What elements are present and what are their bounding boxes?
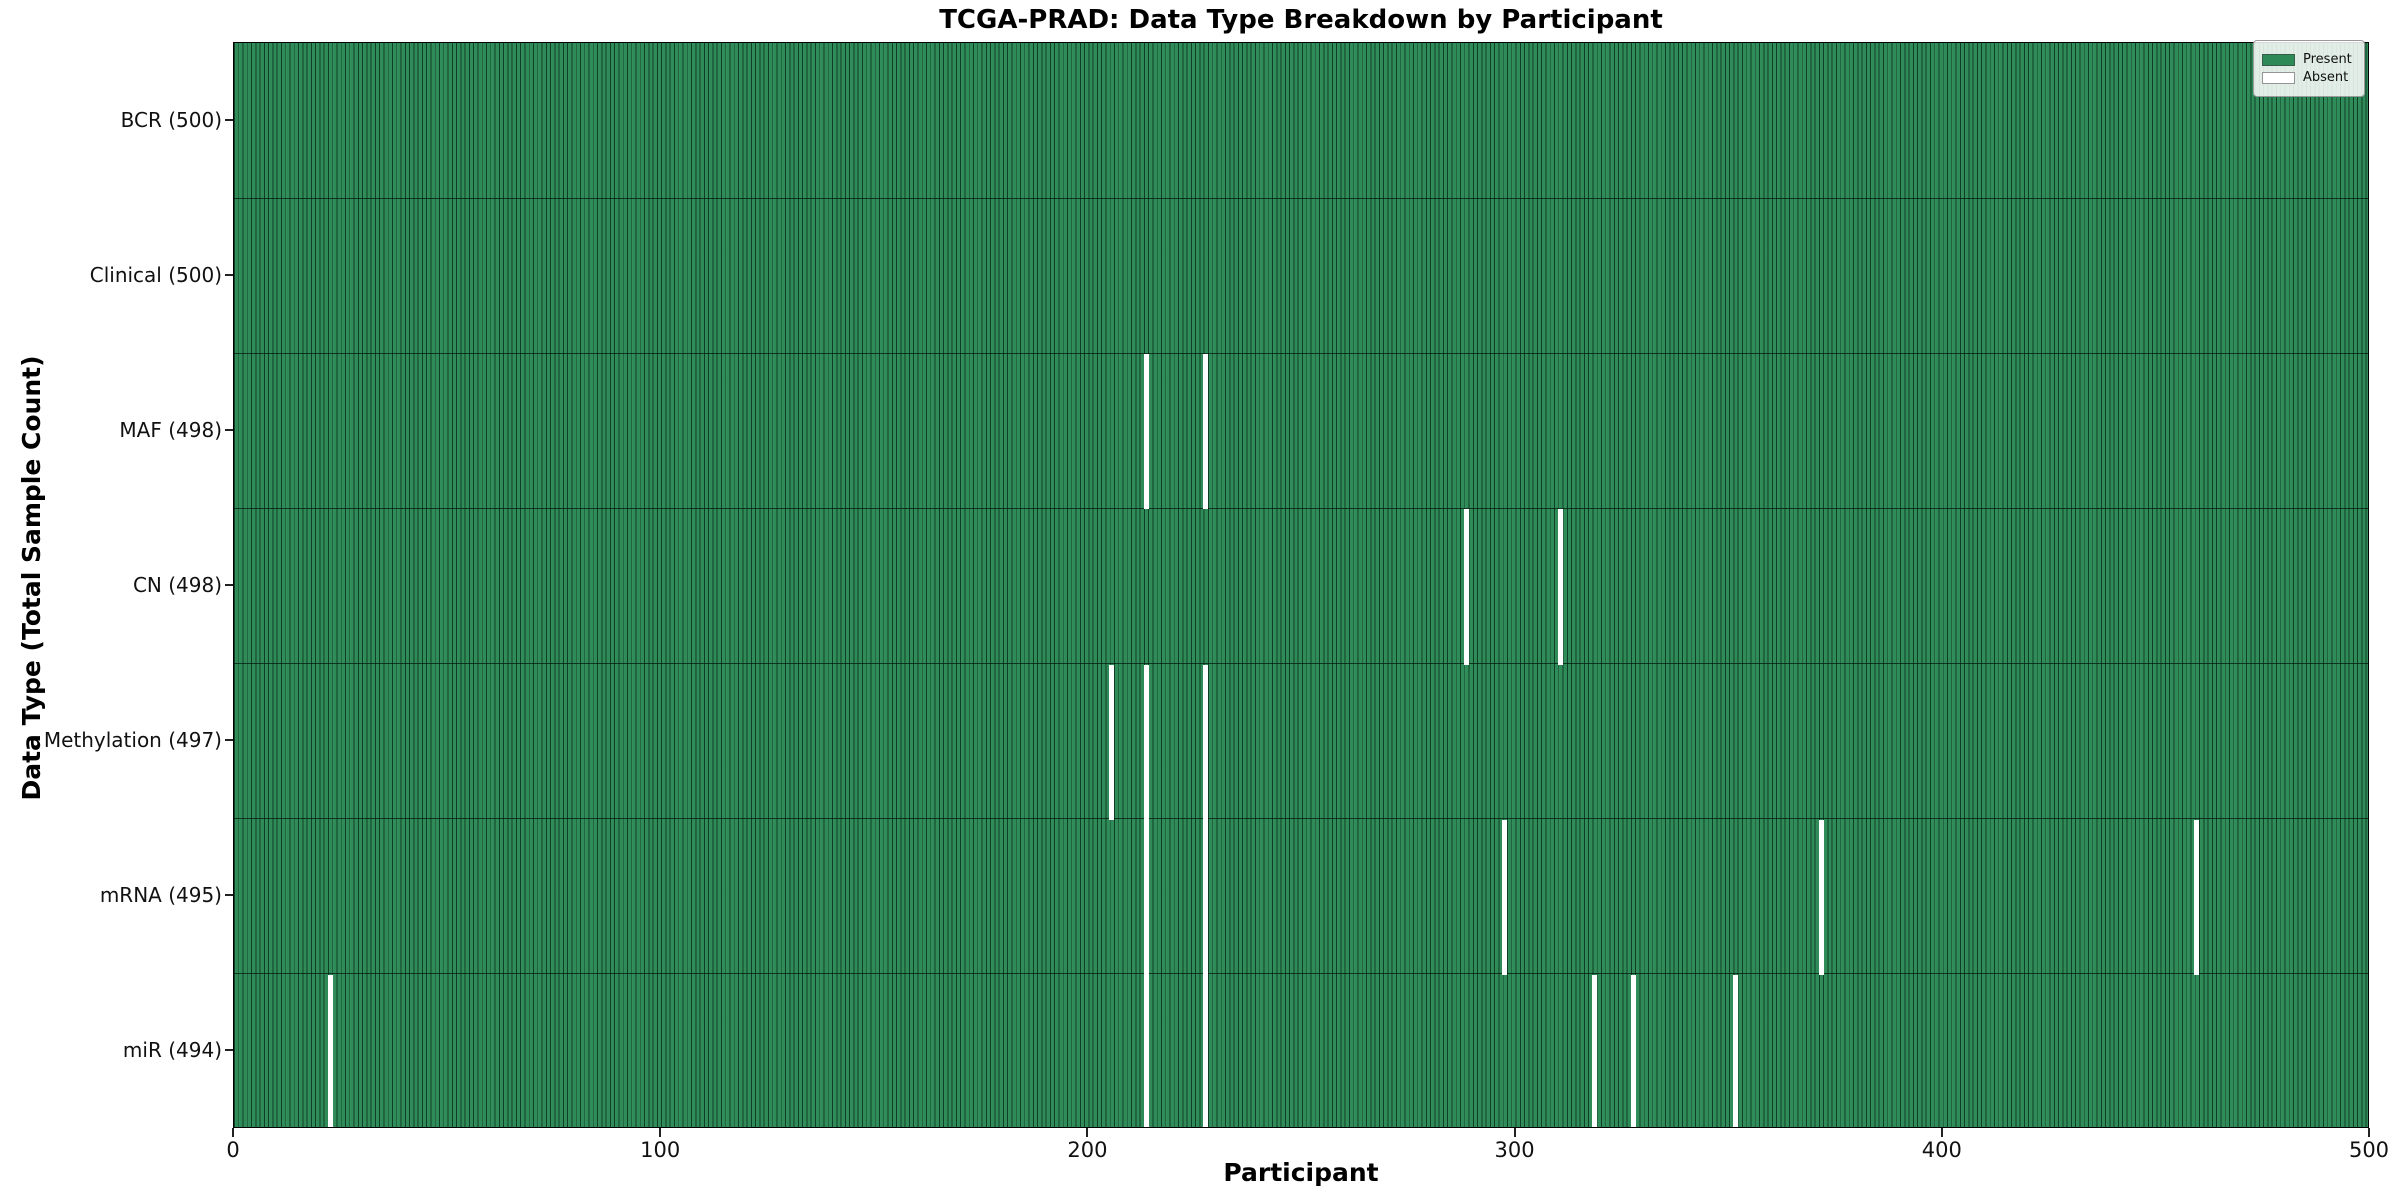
y-tick-label-BCR: BCR (500) — [120, 107, 222, 132]
row-separator — [234, 662, 2368, 665]
legend-present-label: Present — [2303, 51, 2352, 67]
y-tick-label-MAF: MAF (498) — [119, 417, 222, 442]
row-separator — [234, 818, 2368, 820]
x-tick — [659, 1128, 662, 1137]
y-tick — [225, 894, 233, 897]
x-tick-label-200: 200 — [1067, 1138, 1108, 1162]
absent-marker-mRNA-297 — [1502, 819, 1508, 975]
absent-marker-miR-327 — [1630, 974, 1636, 1127]
absent-marker-miR-213 — [1143, 974, 1149, 1127]
x-tick-label-100: 100 — [640, 1138, 681, 1162]
chart-title: TCGA-PRAD: Data Type Breakdown by Partic… — [939, 5, 1663, 35]
x-tick — [2368, 1128, 2370, 1137]
x-tick-label-0: 0 — [226, 1138, 240, 1162]
absent-marker-mRNA-227 — [1203, 819, 1209, 975]
x-tick-label-500: 500 — [2348, 1138, 2390, 1162]
absent-marker-CN-310 — [1557, 509, 1563, 665]
legend-entry-absent: Absent — [2262, 69, 2356, 85]
absent-marker-mRNA-459 — [2194, 819, 2200, 975]
y-tick — [225, 118, 233, 121]
x-tick — [1513, 1128, 1516, 1137]
absent-marker-MAF-227 — [1203, 354, 1209, 510]
absent-marker-Methylation-227 — [1203, 664, 1209, 820]
x-tick — [1940, 1128, 1943, 1137]
absent-marker-CN-288 — [1463, 509, 1469, 665]
plot-area — [233, 42, 2369, 1128]
x-tick — [232, 1128, 234, 1137]
y-tick — [225, 584, 233, 586]
legend-absent-label: Absent — [2303, 69, 2349, 85]
absent-marker-miR-22 — [327, 974, 333, 1127]
legend-present-swatch — [2262, 53, 2295, 66]
legend-entry-present: Present — [2262, 51, 2356, 67]
row-separator — [234, 973, 2368, 975]
x-axis-label: Participant — [1223, 1158, 1379, 1187]
row-separator — [234, 352, 2368, 354]
y-tick-label-CN: CN (498) — [132, 573, 222, 597]
x-tick-label-400: 400 — [1921, 1138, 1962, 1162]
legend-absent-swatch — [2262, 71, 2295, 84]
x-tick-label-300: 300 — [1494, 1138, 1535, 1162]
y-tick-label-miR: miR (494) — [122, 1038, 222, 1063]
x-tick — [1086, 1128, 1089, 1137]
absent-marker-miR-351 — [1733, 974, 1739, 1127]
absent-marker-mRNA-213 — [1143, 819, 1149, 975]
absent-marker-miR-227 — [1203, 974, 1209, 1127]
absent-marker-Methylation-205 — [1109, 664, 1115, 820]
y-tick — [225, 273, 233, 276]
y-tick-label-mRNA: mRNA (495) — [99, 883, 222, 908]
absent-marker-miR-318 — [1592, 974, 1598, 1127]
y-tick-label-Methylation: Methylation (497) — [43, 728, 222, 753]
row-separator — [234, 197, 2368, 199]
absent-marker-MAF-213 — [1143, 354, 1149, 510]
absent-marker-Methylation-213 — [1143, 664, 1149, 820]
legend: Present Absent — [2253, 40, 2365, 97]
row-separator — [234, 507, 2368, 510]
y-tick-label-Clinical: Clinical (500) — [89, 262, 222, 287]
absent-marker-mRNA-371 — [1818, 819, 1824, 975]
y-tick — [225, 428, 233, 431]
y-tick — [225, 1049, 233, 1052]
y-tick — [225, 739, 233, 742]
